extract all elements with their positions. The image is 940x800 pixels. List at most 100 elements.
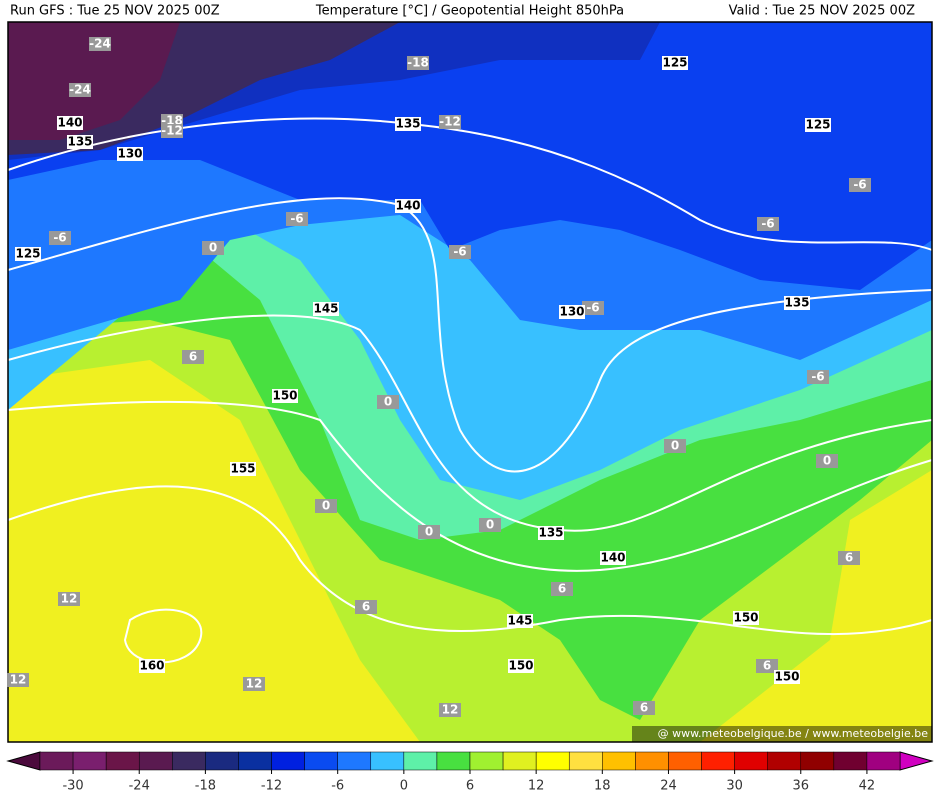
height-label: 160	[139, 659, 164, 673]
temperature-label: 0	[671, 439, 679, 453]
height-label-bg	[662, 56, 688, 70]
colorbar-box	[734, 751, 768, 771]
height-label: 150	[508, 659, 533, 673]
height-label-bg	[272, 389, 298, 403]
temp-label-bg	[202, 241, 224, 255]
temp-label-bg	[69, 83, 91, 97]
temperature-label: 12	[442, 703, 459, 717]
temperature-label: 6	[763, 659, 771, 673]
colorbar-tick-label: 12	[528, 779, 545, 794]
temperature-label: 12	[246, 677, 263, 691]
temp-label-bg	[58, 592, 80, 606]
temperature-label: -12	[439, 115, 461, 129]
height-label: 130	[117, 147, 142, 161]
temp-label-bg	[161, 124, 183, 138]
temperature-label: -24	[69, 83, 91, 97]
temperature-label: -6	[586, 301, 599, 315]
height-label: 125	[15, 247, 40, 261]
temperature-label: 6	[845, 551, 853, 565]
temperature-label: 0	[425, 525, 433, 539]
credit-bg	[632, 726, 932, 742]
temp-label-bg	[286, 212, 308, 226]
colorbar-tick-label: -24	[129, 779, 150, 794]
temp-label-bg	[439, 115, 461, 129]
height-label: 155	[230, 462, 255, 476]
colorbar-box	[39, 751, 74, 771]
colorbar-box	[602, 751, 636, 771]
colorbar-box	[105, 751, 140, 771]
colorbar-tick-label: 36	[792, 779, 809, 794]
temp-label-bg	[182, 350, 204, 364]
height-label: 150	[774, 670, 799, 684]
colorbar-box	[568, 751, 603, 771]
temperature-label: -6	[761, 217, 774, 231]
temp-label-bg	[7, 673, 29, 687]
height-label-bg	[805, 118, 831, 132]
height-label: 135	[538, 526, 563, 540]
temperature-label: -18	[407, 56, 429, 70]
colorbar-tick-label: 6	[466, 779, 474, 794]
credit: @ www.meteobelgique.be / www.meteobelgie…	[658, 727, 929, 740]
colorbar-tick-label: 0	[400, 779, 408, 794]
height-label-bg	[15, 247, 41, 261]
colorbar-tick-label: 30	[726, 779, 743, 794]
height-label-bg	[559, 305, 585, 319]
header-title: Temperature [°C] / Geopotential Height 8…	[315, 4, 624, 19]
colorbar-box	[370, 751, 405, 771]
temp-label-bg	[849, 178, 871, 192]
height-label-bg	[117, 147, 143, 161]
temperature-label: 6	[640, 701, 648, 715]
height-label-bg	[139, 659, 165, 673]
colorbar-tick-label: 42	[859, 779, 876, 794]
colorbar-box	[238, 751, 272, 771]
temp-label-bg	[479, 518, 501, 532]
colorbar-box	[502, 751, 537, 771]
temp-label-bg	[407, 56, 429, 70]
height-label-bg	[508, 659, 534, 673]
temperature-label: -6	[53, 231, 66, 245]
colorbar-box	[833, 751, 868, 771]
colorbar-box	[72, 751, 107, 771]
colorbar-tick-label: -30	[62, 779, 83, 794]
colorbar-box	[436, 751, 471, 771]
height-label-bg	[600, 551, 626, 565]
colorbar-box	[469, 751, 504, 771]
height-label-bg	[313, 302, 339, 316]
colorbar-tick-label: -6	[331, 779, 344, 794]
temp-label-bg	[439, 703, 461, 717]
height-label: 140	[395, 199, 420, 213]
temperature-label: -24	[89, 37, 111, 51]
colorbar-box	[767, 751, 802, 771]
height-label-bg	[230, 462, 256, 476]
temperature-label: 6	[189, 350, 197, 364]
temp-label-bg	[633, 701, 655, 715]
height-label-bg	[395, 199, 421, 213]
height-label: 140	[600, 551, 625, 565]
colorbar-box	[403, 751, 438, 771]
height-label: 140	[57, 116, 82, 130]
colorbar-box	[668, 751, 702, 771]
header-run: Run GFS : Tue 25 NOV 2025 00Z	[10, 4, 220, 19]
header-valid: Valid : Tue 25 NOV 2025 00Z	[729, 4, 915, 19]
temp-label-bg	[582, 301, 604, 315]
temperature-label: 0	[384, 395, 392, 409]
temperature-label: -6	[290, 212, 303, 226]
height-label-bg	[733, 611, 759, 625]
colorbar-box	[635, 751, 669, 771]
height-label: 145	[507, 614, 532, 628]
temp-label-bg	[664, 439, 686, 453]
height-label-bg	[507, 614, 533, 628]
temp-label-bg	[49, 231, 71, 245]
height-label-bg	[57, 116, 83, 130]
temp-label-bg	[449, 245, 471, 259]
height-label: 150	[272, 389, 297, 403]
colorbar-over	[899, 751, 934, 771]
temp-label-bg	[243, 677, 265, 691]
temp-label-bg	[89, 37, 111, 51]
temperature-label: 0	[486, 518, 494, 532]
temperature-label: 12	[10, 673, 27, 687]
colorbar-box	[172, 751, 206, 771]
colorbar-under	[6, 751, 41, 771]
colorbar-box	[138, 751, 173, 771]
